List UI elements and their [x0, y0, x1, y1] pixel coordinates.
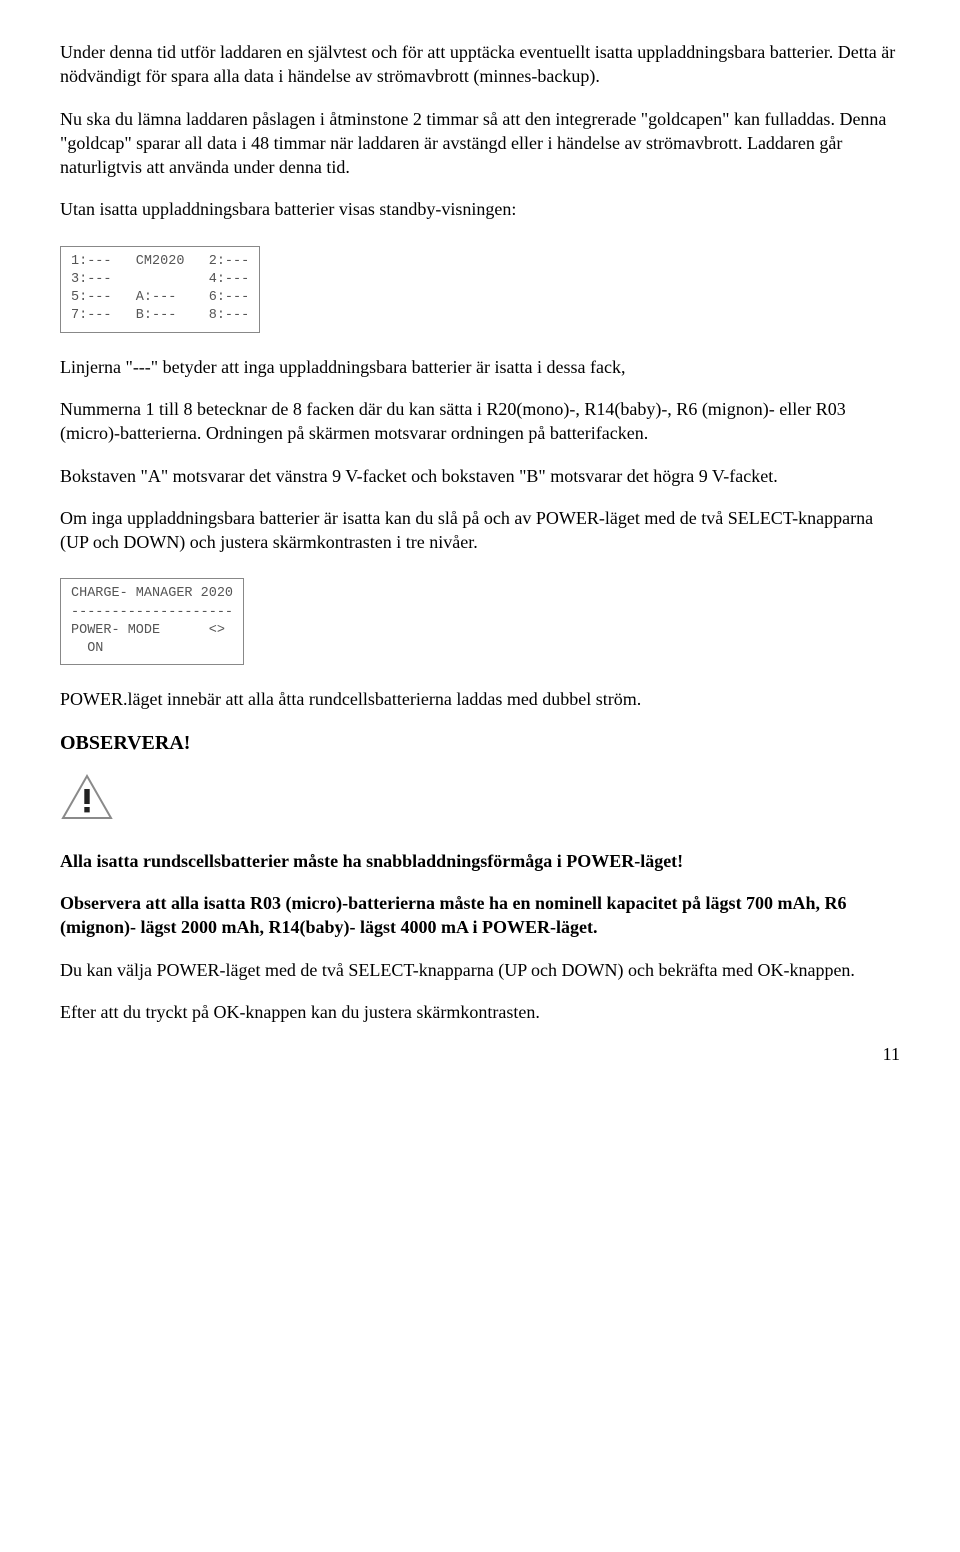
lcd-line: 7:--- B:--- 8:--- [71, 308, 249, 323]
warning-icon [60, 773, 900, 823]
lcd-line: CHARGE- MANAGER 2020 [71, 586, 233, 601]
paragraph: Om inga uppladdningsbara batterier är is… [60, 506, 900, 555]
paragraph-bold: Alla isatta rundscellsbatterier måste ha… [60, 849, 900, 873]
paragraph: Efter att du tryckt på OK-knappen kan du… [60, 1000, 900, 1024]
lcd-display-standby: 1:--- CM2020 2:--- 3:--- 4:--- 5:--- A:-… [60, 246, 260, 333]
paragraph: Under denna tid utför laddaren en självt… [60, 40, 900, 89]
lcd-line: POWER- MODE <> [71, 623, 225, 638]
lcd-line: 3:--- 4:--- [71, 272, 249, 287]
lcd-display-powermode: CHARGE- MANAGER 2020 -------------------… [60, 578, 244, 665]
paragraph: Utan isatta uppladdningsbara batterier v… [60, 197, 900, 221]
paragraph-bold: Observera att alla isatta R03 (micro)-ba… [60, 891, 900, 940]
paragraph: POWER.läget innebär att alla åtta rundce… [60, 687, 900, 711]
lcd-line: -------------------- [71, 605, 233, 620]
paragraph: Bokstaven "A" motsvarar det vänstra 9 V-… [60, 464, 900, 488]
paragraph: Nu ska du lämna laddaren påslagen i åtmi… [60, 107, 900, 180]
lcd-line: ON [71, 641, 103, 656]
heading-observera: OBSERVERA! [60, 730, 900, 757]
page-number: 11 [60, 1042, 900, 1066]
paragraph: Linjerna "---" betyder att inga uppladdn… [60, 355, 900, 379]
paragraph: Du kan välja POWER-läget med de två SELE… [60, 958, 900, 982]
lcd-line: 1:--- CM2020 2:--- [71, 254, 249, 269]
paragraph: Nummerna 1 till 8 betecknar de 8 facken … [60, 397, 900, 446]
lcd-line: 5:--- A:--- 6:--- [71, 290, 249, 305]
